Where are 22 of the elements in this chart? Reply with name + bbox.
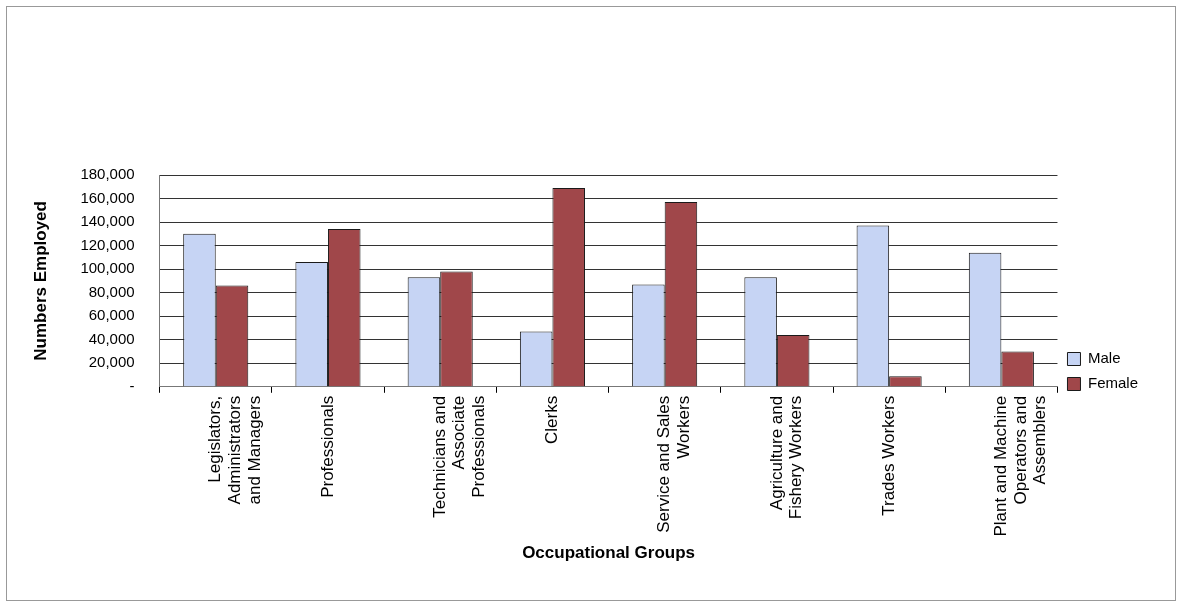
y-tick-label: 60,000 [88,306,135,324]
y-tick-label: 100,000 [80,259,135,277]
x-tick-label: Clerks [542,395,562,444]
y-axis-title: Numbers Employed [30,201,50,361]
y-tick-label: 160,000 [80,188,135,206]
y-tick-label: - [129,376,135,394]
x-tick-label: Trades Workers [878,395,898,516]
x-tick-label: Service and Sales Workers [654,395,693,533]
legend-label: Female [1087,374,1139,392]
legend-label: Male [1087,349,1121,367]
y-tick-label: 80,000 [88,282,135,300]
x-tick-label: Professionals [317,395,337,498]
x-axis-title: Occupational Groups [522,543,695,563]
x-tick-label: Technicians and Associate Professionals [429,395,488,518]
y-tick-label: 180,000 [80,165,135,183]
y-tick-label: 40,000 [88,329,135,347]
x-tick-label: Legislators, Administrators and Managers [205,395,264,505]
y-tick-label: 20,000 [88,353,135,371]
y-tick-label: 140,000 [80,212,135,230]
x-tick-label: Plant and Machine Operators and Assemblers [991,395,1050,537]
y-tick-label: 120,000 [80,235,135,253]
x-tick-label: Agriculture and Fishery Workers [766,395,806,520]
